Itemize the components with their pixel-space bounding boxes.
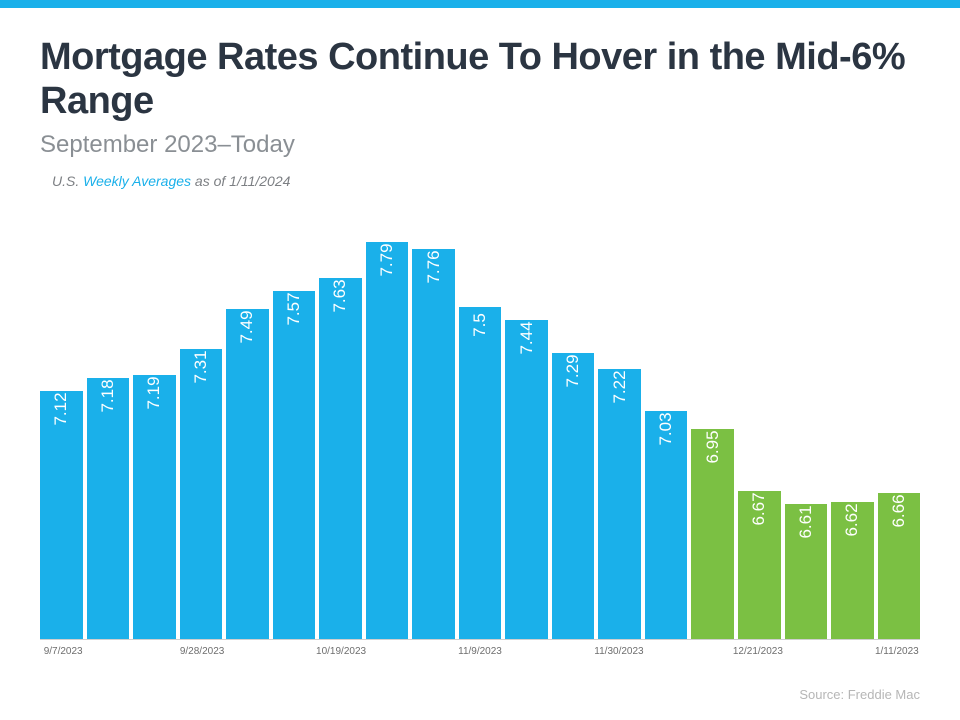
bar: 6.66 <box>878 493 921 639</box>
bar: 7.76 <box>412 249 455 639</box>
bar: 7.79 <box>366 242 409 639</box>
bar-value-label: 7.29 <box>563 355 583 388</box>
caption-prefix: U.S. <box>52 173 83 189</box>
bar-value-label: 7.03 <box>656 412 676 445</box>
bar-value-label: 7.76 <box>424 250 444 283</box>
bar: 7.44 <box>505 320 548 639</box>
bar: 6.61 <box>785 504 828 639</box>
x-tick-label: 1/11/2023 <box>875 646 919 657</box>
chart-title: Mortgage Rates Continue To Hover in the … <box>40 36 920 123</box>
bar-value-label: 7.49 <box>237 310 257 343</box>
bar: 7.57 <box>273 291 316 639</box>
bar: 7.31 <box>180 349 223 639</box>
x-tick-label: 9/7/2023 <box>44 646 83 657</box>
bar-value-label: 7.18 <box>98 379 118 412</box>
chart-caption: U.S. Weekly Averages as of 1/11/2024 <box>52 173 920 189</box>
bar: 7.18 <box>87 378 130 639</box>
bar-value-label: 6.95 <box>703 430 723 463</box>
caption-link: Weekly Averages <box>83 173 191 189</box>
bar-value-label: 7.63 <box>330 279 350 312</box>
bar: 7.29 <box>552 353 595 639</box>
bar: 7.12 <box>40 391 83 639</box>
bar: 7.19 <box>133 375 176 639</box>
caption-suffix: as of 1/11/2024 <box>191 173 290 189</box>
bars-container: 7.12 7.18 7.19 7.31 7.49 7.57 7.63 7.79 7.76 7.5 7… <box>40 218 920 640</box>
bar: 7.03 <box>645 411 688 639</box>
bar-value-label: 6.67 <box>749 492 769 525</box>
bar-value-label: 7.12 <box>51 392 71 425</box>
bar-value-label: 7.31 <box>191 350 211 383</box>
bar: 6.62 <box>831 502 874 639</box>
chart-subtitle: September 2023–Today <box>40 131 920 159</box>
bar: 6.67 <box>738 491 781 639</box>
bar-value-label: 7.44 <box>517 321 537 354</box>
bar-chart: 7.12 7.18 7.19 7.31 7.49 7.57 7.63 7.79 7.76 7.5 7… <box>40 218 920 662</box>
bar-value-label: 7.5 <box>470 313 490 337</box>
bar: 6.95 <box>691 429 734 640</box>
bar: 7.5 <box>459 307 502 639</box>
bar-value-label: 7.19 <box>144 377 164 410</box>
top-accent-bar <box>0 0 960 8</box>
x-tick-label: 11/9/2023 <box>458 646 502 657</box>
x-tick-label: 11/30/2023 <box>594 646 643 657</box>
bar: 7.63 <box>319 278 362 639</box>
bar: 7.49 <box>226 309 269 639</box>
bar-value-label: 6.62 <box>842 503 862 536</box>
bar-value-label: 7.79 <box>377 244 397 277</box>
x-tick-label: 12/21/2023 <box>733 646 783 657</box>
page: Mortgage Rates Continue To Hover in the … <box>0 0 960 720</box>
bar-value-label: 7.22 <box>610 370 630 403</box>
header-block: Mortgage Rates Continue To Hover in the … <box>0 8 960 189</box>
source-attribution: Source: Freddie Mac <box>799 687 920 702</box>
x-tick-label: 10/19/2023 <box>316 646 366 657</box>
bar: 7.22 <box>598 369 641 639</box>
bar-value-label: 7.57 <box>284 293 304 326</box>
bar-value-label: 6.61 <box>796 505 816 538</box>
bar-value-label: 6.66 <box>889 494 909 527</box>
x-tick-label: 9/28/2023 <box>180 646 225 657</box>
x-axis: 9/7/2023 9/28/2023 10/19/2023 11/9/2023 11/3… <box>40 640 920 662</box>
